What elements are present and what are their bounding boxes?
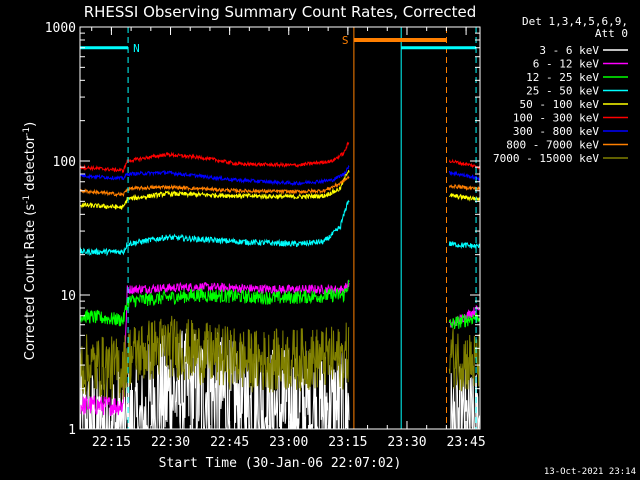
legend-entry-label: 3 - 6 keV — [539, 44, 599, 57]
legend-entry-label: 300 - 800 keV — [513, 125, 599, 138]
plot-frame — [79, 26, 481, 430]
series-line — [80, 175, 480, 198]
x-tick-label: 23:15 — [328, 435, 367, 450]
legend-entry-label: 100 - 300 keV — [513, 112, 599, 125]
legend-entry-label: 25 - 50 keV — [526, 85, 599, 98]
x-tick-label: 23:00 — [269, 435, 308, 450]
x-tick-label: 23:45 — [447, 435, 486, 450]
x-tick-label: 22:30 — [151, 435, 190, 450]
x-axis-label: Start Time (30-Jan-06 22:07:02) — [159, 456, 402, 471]
saa-label: S — [342, 34, 349, 47]
series-line — [80, 170, 480, 210]
x-tick-label: 22:45 — [210, 435, 249, 450]
x-tick-label: 23:30 — [387, 435, 426, 450]
series-line — [80, 328, 480, 429]
series-line — [80, 164, 480, 187]
legend-entry-label: 12 - 25 keV — [526, 71, 599, 84]
series-layer — [80, 141, 480, 429]
legend-title: Att 0 — [595, 27, 628, 40]
y-tick-label: 100 — [53, 155, 76, 170]
series-line — [80, 199, 480, 257]
y-tick-label: 1 — [68, 423, 76, 438]
y-axis-label: Corrected Count Rate (s-1 detector-1) — [22, 122, 38, 360]
tick-layer: 1 10 100 1000 22:15 22:30 22:45 23:00 23:15 23:30… — [45, 21, 486, 450]
series-line — [80, 315, 480, 400]
chart-title: RHESSI Observing Summary Count Rates, Co… — [84, 3, 477, 21]
legend-entry-label: 6 - 12 keV — [533, 58, 600, 71]
annotation-layer: NS — [79, 27, 477, 429]
x-tick-label: 22:15 — [92, 435, 131, 450]
legend-title: Det 1,3,4,5,6,9, — [522, 15, 628, 28]
legend-entry-label: 50 - 100 keV — [520, 98, 600, 111]
series-line — [80, 279, 480, 330]
footer-timestamp: 13-Oct-2021 23:14 — [544, 467, 636, 477]
series-line — [80, 141, 480, 174]
y-tick-label: 1000 — [45, 21, 76, 36]
y-tick-label: 10 — [60, 289, 76, 304]
legend-entry-label: 7000 - 15000 keV — [493, 152, 599, 165]
legend-entry-label: 800 - 7000 keV — [506, 139, 599, 152]
night-label: N — [133, 42, 140, 55]
